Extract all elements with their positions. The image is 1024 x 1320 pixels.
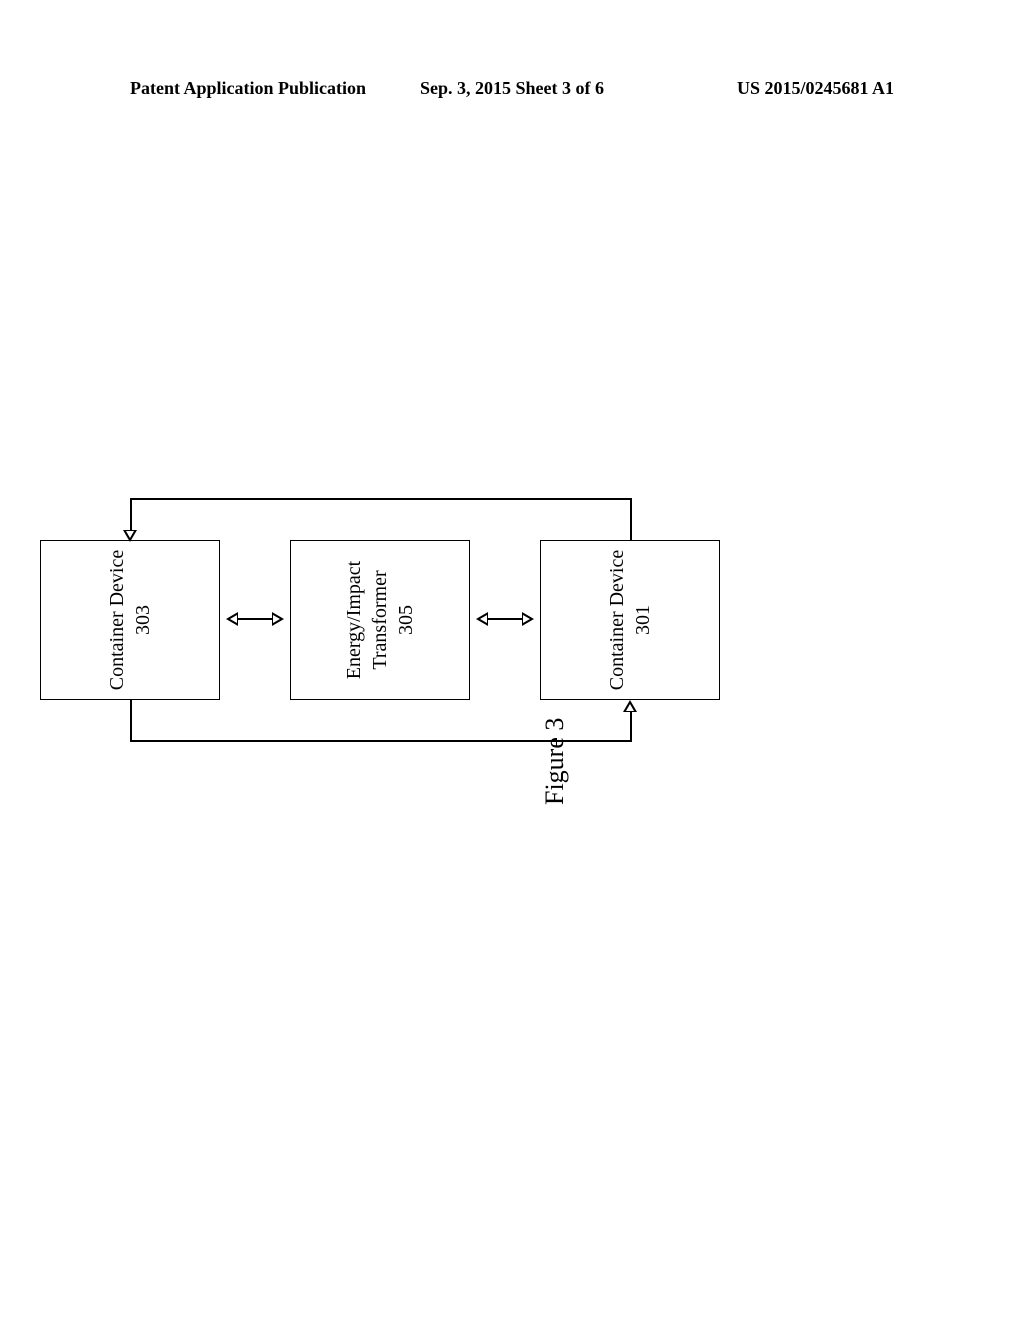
node-container-device-301: Container Device 301 — [540, 540, 720, 700]
node-container-device-303: Container Device 303 — [40, 540, 220, 700]
node-energy-impact-transformer-305: Energy/Impact Transformer 305 — [290, 540, 470, 700]
header-right: US 2015/0245681 A1 — [737, 78, 894, 99]
connector-bidir-1 — [228, 618, 282, 620]
feedback-left-arrowhead-icon — [623, 700, 637, 712]
feedback-right-vertical — [130, 499, 630, 501]
arrowhead-up-icon — [226, 612, 238, 626]
figure-caption: Figure 3 — [540, 718, 570, 805]
header-center: Sep. 3, 2015 Sheet 3 of 6 — [420, 78, 604, 99]
node-label-line1: Energy/Impact — [341, 561, 367, 679]
arrowhead-up-icon — [476, 612, 488, 626]
node-label: Container Device — [604, 550, 630, 691]
node-label: Container Device — [104, 550, 130, 691]
node-label-line2: Transformer — [367, 570, 393, 669]
node-ref: 303 — [130, 605, 156, 635]
feedback-right-bottom-horizontal — [630, 498, 632, 540]
connector-bidir-2 — [478, 618, 532, 620]
feedback-left-top-horizontal — [130, 700, 132, 742]
page-header: Patent Application Publication Sep. 3, 2… — [0, 78, 1024, 99]
node-ref: 301 — [630, 605, 656, 635]
arrowhead-down-icon — [522, 612, 534, 626]
feedback-right-arrowhead-icon — [123, 530, 137, 542]
block-diagram: Container Device 303 Energy/Impact Trans… — [40, 480, 720, 760]
header-left: Patent Application Publication — [130, 78, 366, 99]
arrowhead-down-icon — [272, 612, 284, 626]
node-ref: 305 — [393, 605, 419, 635]
